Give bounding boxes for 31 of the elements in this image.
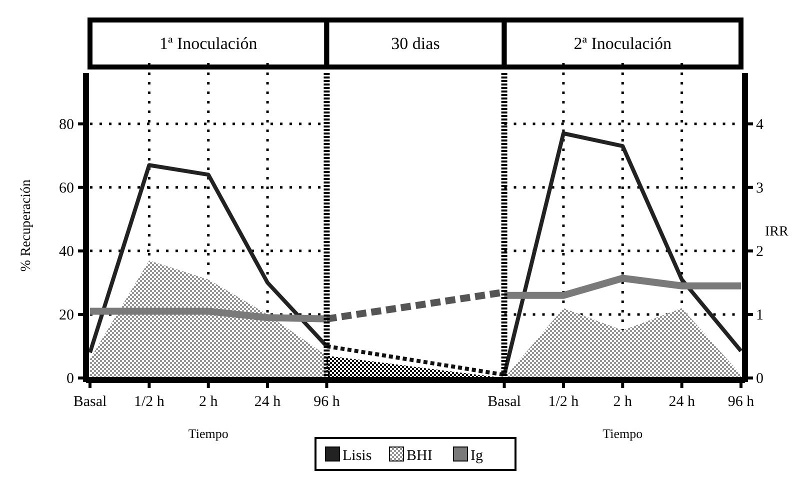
y-tick-label: 40 <box>59 244 74 260</box>
x-tick-label: Basal <box>488 394 521 410</box>
y2-tick-label: 0 <box>756 371 764 387</box>
x-tick-label: Basal <box>73 394 107 410</box>
y-tick-label: 60 <box>59 180 74 196</box>
x-tick-label: 24 h <box>668 394 696 410</box>
x-tick-label: 2 h <box>613 394 633 410</box>
line-series <box>324 344 506 377</box>
y-tick-label: 0 <box>66 371 74 387</box>
y-tick-label: 80 <box>59 116 74 133</box>
legend-label: BHI <box>406 448 432 464</box>
x-tick-label: 24 h <box>254 394 282 410</box>
y-axis-title: % Recuperación <box>19 179 34 272</box>
y2-tick-label: 1 <box>756 307 764 324</box>
text: 1ª Inoculación <box>160 34 258 53</box>
legend-label: Ig <box>470 448 484 464</box>
x-tick-label: 2 h <box>198 394 218 410</box>
y2-tick-label: 2 <box>756 244 764 260</box>
y2-tick-label: 3 <box>756 180 764 196</box>
legend-label: Lisis <box>342 448 372 464</box>
x-axis-title: Tiempo <box>188 426 228 441</box>
text: Tiempo <box>602 426 643 441</box>
y2-tick-label: 4 <box>756 116 764 133</box>
text: 2ª Inoculación <box>574 34 672 53</box>
x-tick-label: 96 h <box>728 394 755 410</box>
x-tick-label: 1/2 h <box>134 394 165 410</box>
x-tick-label: 96 h <box>314 394 340 410</box>
x-tick-label: 1/2 h <box>548 394 580 410</box>
y2-axis-title: IRR <box>765 224 789 240</box>
y-tick-label: 20 <box>59 307 74 324</box>
text: 30 dias <box>391 34 440 53</box>
